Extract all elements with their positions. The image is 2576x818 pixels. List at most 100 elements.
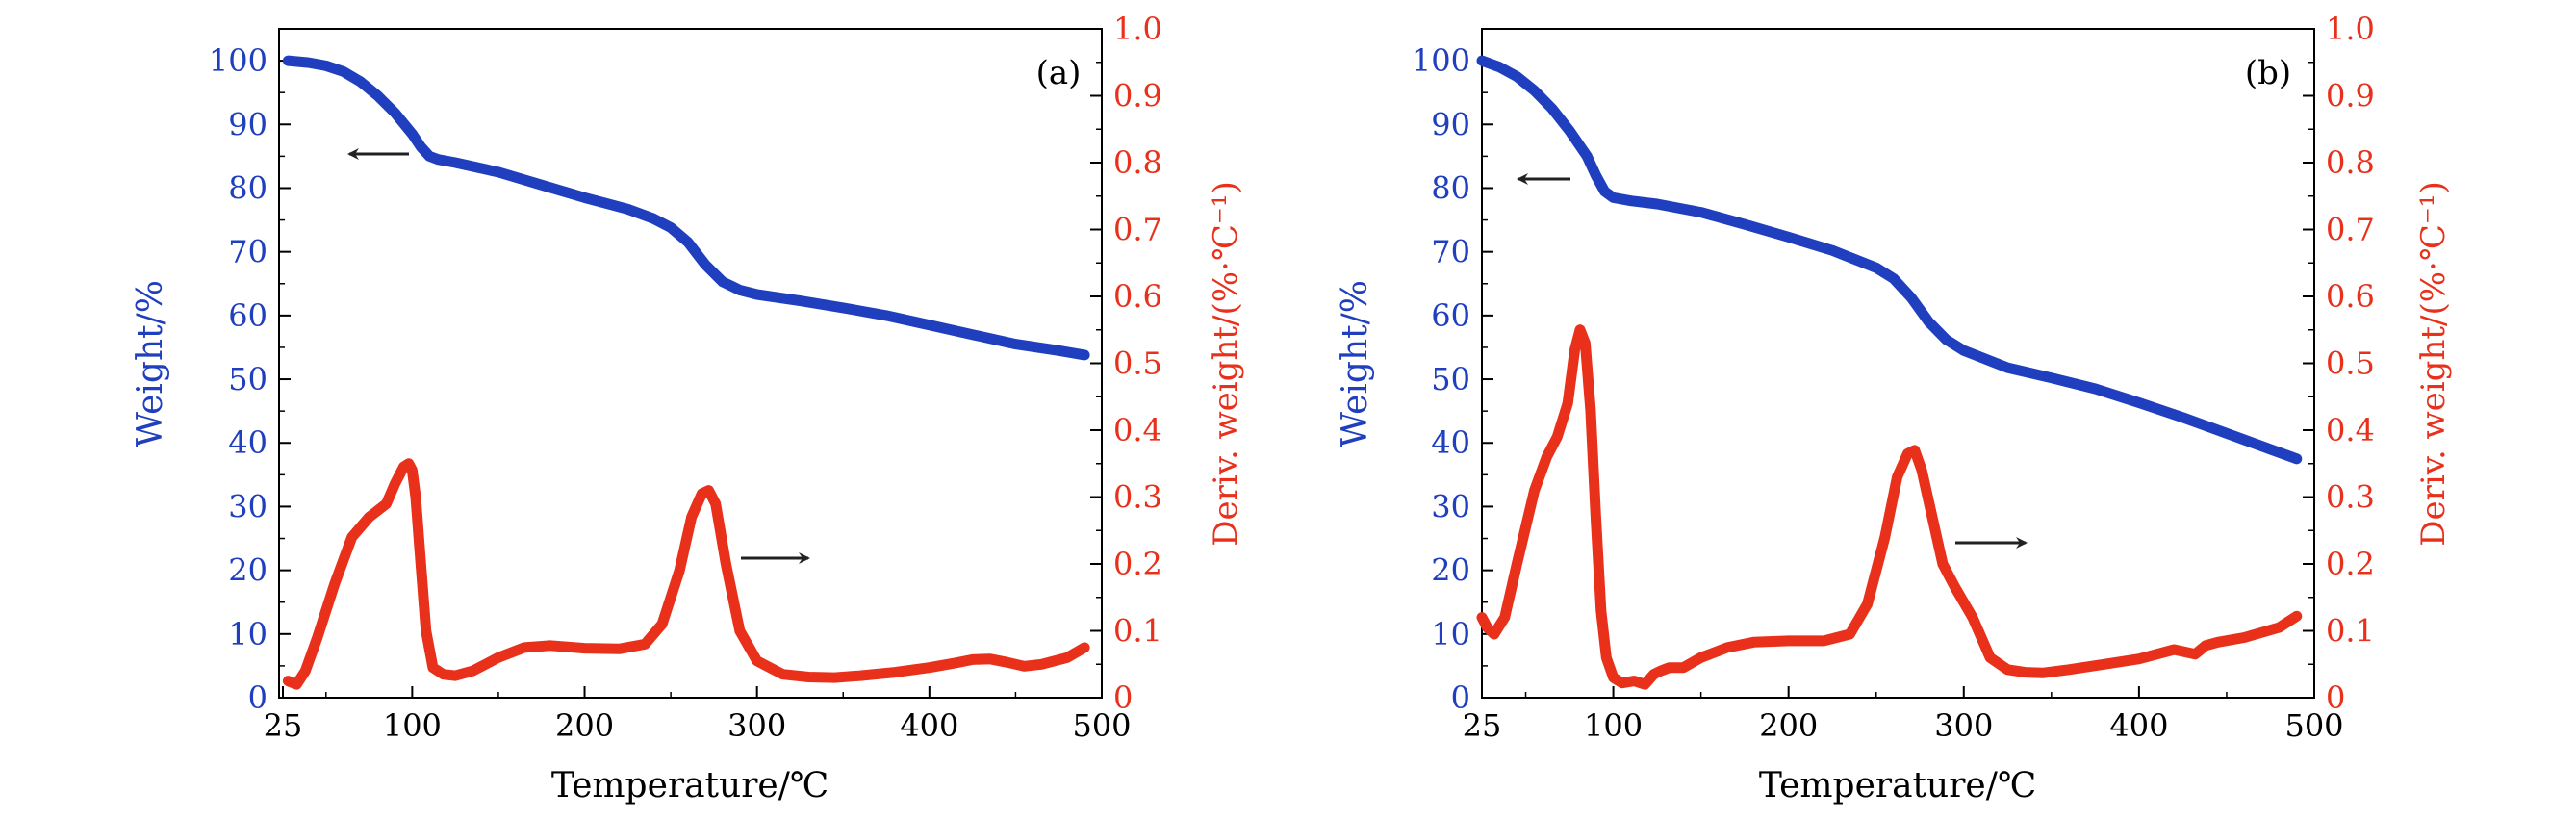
- y-left-tick-label: 10: [1431, 616, 1470, 652]
- deriv-point: [1696, 653, 1705, 662]
- x-tick-label: 500: [1072, 707, 1131, 744]
- deriv-point: [1986, 653, 1995, 662]
- weight-point: [1055, 346, 1063, 355]
- deriv-point: [1863, 600, 1872, 608]
- weight-point: [1081, 350, 1089, 359]
- weight-point: [796, 296, 804, 305]
- deriv-point: [1478, 613, 1486, 622]
- deriv-line: [282, 458, 1090, 690]
- deriv-point: [330, 579, 339, 588]
- deriv-point: [293, 680, 301, 689]
- deriv-point: [365, 513, 373, 522]
- weight-point: [284, 57, 293, 65]
- y-left-tick-label: 40: [228, 424, 268, 461]
- deriv-point: [2038, 669, 2047, 677]
- x-tick-label: 300: [727, 707, 786, 744]
- x-tick-label: 400: [2109, 707, 2168, 744]
- deriv-point: [1586, 406, 1594, 415]
- deriv-point: [856, 672, 865, 680]
- y-left-tick-label: 80: [1431, 169, 1470, 206]
- y-left-tick-label: 40: [1431, 424, 1470, 461]
- y-right-tick-label: 0.7: [2326, 212, 2375, 248]
- panel-label: (a): [1036, 54, 1082, 92]
- deriv-point: [1665, 663, 1673, 672]
- deriv-point: [1037, 660, 1046, 669]
- deriv-point: [391, 479, 399, 488]
- weight-point: [417, 142, 425, 151]
- deriv-point: [347, 533, 356, 542]
- deriv-point: [469, 667, 477, 676]
- y-left-axis-label: Weight/%: [131, 280, 170, 447]
- y-right-tick-label: 0.5: [2326, 345, 2375, 382]
- y-left-tick-label: 0: [1451, 679, 1470, 716]
- weight-point: [718, 277, 727, 286]
- x-axis-label: Temperature/℃: [551, 766, 829, 805]
- deriv-point: [968, 655, 977, 664]
- y-left-tick-label: 100: [209, 42, 268, 79]
- deriv-point: [1893, 473, 1901, 481]
- deriv-point: [1722, 643, 1731, 652]
- x-ticks: 25 100 200 300 400 500: [264, 686, 1132, 744]
- weight-point: [650, 215, 658, 223]
- deriv-point: [698, 490, 706, 498]
- deriv-point: [1530, 486, 1539, 495]
- weight-point: [1828, 246, 1837, 255]
- y-left-tick-label: 50: [1431, 361, 1470, 397]
- y-left-axis-label: Weight/%: [1336, 280, 1375, 447]
- deriv-point: [1749, 638, 1758, 647]
- deriv-point: [2100, 660, 2108, 669]
- weight-point: [735, 286, 744, 294]
- deriv-point: [428, 663, 437, 672]
- weight-point: [968, 330, 977, 339]
- deriv-point: [2003, 665, 2012, 674]
- weight-point: [1530, 87, 1539, 95]
- weight-point: [1696, 208, 1705, 217]
- deriv-point: [1543, 452, 1551, 461]
- y-left-tick-label: 30: [1431, 488, 1470, 524]
- deriv-point: [1063, 653, 1072, 662]
- weight-point: [1011, 340, 1020, 348]
- deriv-point: [711, 499, 720, 508]
- deriv-point: [704, 486, 713, 495]
- weight-point: [494, 167, 502, 176]
- weight-point: [1547, 104, 1556, 113]
- weight-point: [1513, 72, 1521, 81]
- deriv-point: [2292, 612, 2301, 621]
- weight-series: [1476, 55, 2303, 465]
- x-axis-label: Temperature/℃: [1759, 766, 2036, 805]
- weight-point: [839, 303, 848, 312]
- y-right-tick-label: 0.6: [1113, 278, 1162, 315]
- weight-point: [339, 67, 347, 76]
- deriv-point: [1918, 466, 1926, 474]
- deriv-point: [722, 560, 730, 568]
- deriv-point: [1649, 670, 1658, 678]
- deriv-point: [2202, 641, 2210, 650]
- deriv-point: [951, 658, 959, 667]
- deriv-point: [1679, 663, 1688, 672]
- weight-point: [425, 152, 434, 161]
- weight-point: [537, 181, 546, 190]
- deriv-point: [1570, 345, 1579, 354]
- deriv-point: [408, 466, 417, 474]
- deriv-point: [830, 674, 839, 682]
- deriv-point: [421, 626, 430, 635]
- weight-line: [282, 55, 1090, 361]
- y-right-tick-label: 1.0: [1113, 11, 1162, 47]
- deriv-point: [1656, 667, 1665, 676]
- weight-point: [1592, 171, 1600, 180]
- weight-point: [1600, 187, 1609, 195]
- y-right-tick-label: 0.8: [1113, 144, 1162, 181]
- deriv-point: [284, 677, 293, 685]
- deriv-point: [641, 640, 650, 649]
- deriv-point: [1910, 446, 1919, 454]
- deriv-point: [451, 672, 460, 680]
- weight-line: [1476, 55, 2303, 465]
- weight-point: [434, 155, 443, 164]
- weight-point: [1609, 193, 1618, 202]
- weight-point: [2091, 385, 2100, 393]
- y-right-axis-label: Deriv. weight/(%·℃⁻¹): [1207, 181, 1245, 546]
- y-left-tick-label: 0: [248, 679, 268, 716]
- deriv-point: [2134, 654, 2143, 663]
- deriv-point: [494, 653, 502, 662]
- deriv-point: [1592, 513, 1600, 522]
